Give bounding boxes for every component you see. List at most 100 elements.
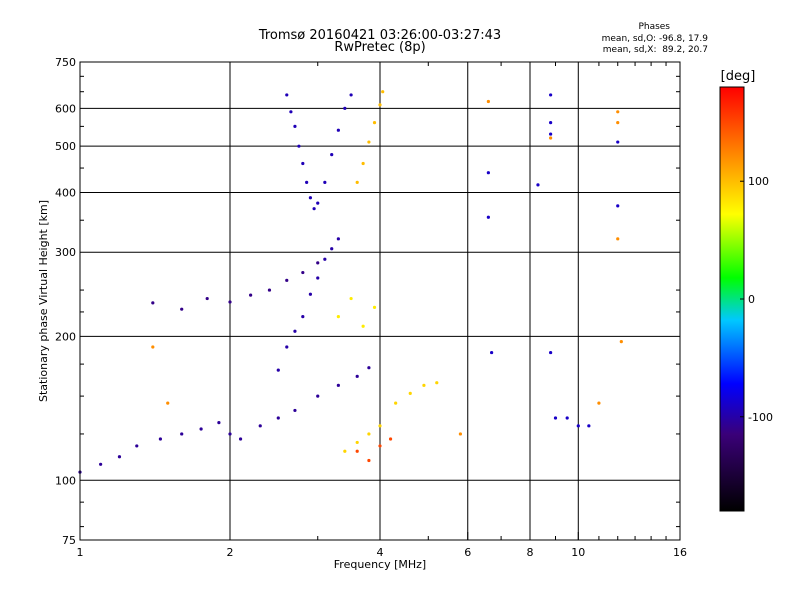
colorbar-tick-label: -100: [748, 411, 773, 424]
colorbar-tick-label: 100: [748, 175, 769, 188]
data-point: [367, 432, 371, 436]
data-point: [199, 427, 203, 431]
colorbar-tick-label: 0: [748, 293, 755, 306]
data-point: [312, 207, 316, 211]
data-point: [355, 440, 359, 445]
data-point: [289, 110, 293, 114]
data-point: [587, 424, 591, 428]
data-point: [490, 350, 494, 355]
data-point: [305, 180, 309, 184]
x-tick-label: 8: [527, 546, 534, 559]
data-point: [301, 270, 305, 275]
data-point: [549, 132, 553, 136]
data-point: [394, 401, 398, 405]
data-point: [135, 444, 139, 448]
data-point: [355, 180, 359, 184]
x-tick-label: 2: [227, 546, 234, 559]
data-point: [536, 183, 540, 187]
data-point: [367, 458, 371, 463]
phase-heading: Phases: [638, 22, 670, 32]
data-point: [238, 437, 243, 441]
data-point: [297, 144, 301, 148]
data-point: [367, 140, 371, 144]
data-point: [549, 136, 553, 140]
data-point: [228, 300, 232, 304]
data-point: [486, 99, 490, 104]
data-point: [330, 247, 334, 251]
y-tick-label: 500: [55, 140, 76, 153]
data-point: [336, 128, 340, 132]
data-point: [349, 93, 353, 97]
data-point: [308, 292, 313, 296]
data-point: [616, 204, 620, 208]
y-tick-label: 600: [55, 102, 76, 115]
data-point: [486, 215, 490, 219]
data-point: [276, 416, 280, 420]
data-point: [180, 432, 184, 436]
x-axis-label: Frequency [MHz]: [334, 558, 426, 571]
data-point: [205, 296, 209, 301]
data-point: [565, 416, 569, 420]
chart-subtitle: RwPretec (8p): [334, 40, 426, 55]
x-tick-label: 1: [77, 546, 84, 559]
data-point: [549, 350, 553, 355]
colorbar-label: [deg]: [720, 69, 756, 84]
data-point: [343, 449, 347, 453]
data-point: [258, 424, 262, 428]
data-point: [361, 324, 365, 328]
data-point: [276, 368, 280, 372]
data-point: [249, 293, 253, 297]
y-axis-label: Stationary phase Virtual Height [km]: [37, 200, 50, 402]
phase-x-stats: mean, sd,X: 89.2, 20.7: [602, 45, 708, 55]
data-point: [336, 315, 340, 319]
y-tick-label: 400: [55, 186, 76, 199]
data-point: [343, 106, 347, 110]
phase-o-stats: mean, sd,O: -96.8, 17.9: [601, 34, 708, 44]
data-point: [616, 110, 620, 114]
y-tick-label: 300: [55, 246, 76, 259]
data-point: [308, 196, 313, 200]
data-point: [616, 140, 620, 144]
data-point: [323, 180, 327, 184]
data-point: [323, 257, 327, 261]
data-point: [458, 432, 463, 436]
data-point: [355, 449, 359, 453]
data-point: [378, 444, 382, 448]
data-point: [549, 121, 553, 125]
data-point: [301, 315, 305, 319]
chart-title: Tromsø 20160421 03:26:00-03:27:43: [258, 28, 502, 43]
x-tick-label: 10: [571, 546, 585, 559]
data-point: [355, 374, 359, 378]
data-point: [372, 121, 377, 125]
data-point: [180, 307, 184, 311]
data-point: [293, 408, 297, 413]
data-point: [228, 432, 232, 436]
data-point: [408, 391, 412, 395]
y-tick-label: 200: [55, 330, 76, 343]
data-point: [361, 161, 365, 166]
y-tick-label: 75: [62, 534, 76, 547]
data-point: [151, 345, 155, 349]
data-point: [316, 201, 320, 205]
data-point: [381, 90, 385, 94]
data-point: [435, 381, 439, 385]
x-tick-label: 4: [377, 546, 384, 559]
data-point: [597, 401, 601, 405]
data-point: [576, 424, 580, 428]
data-point: [285, 278, 289, 282]
data-point: [316, 276, 320, 280]
data-point: [293, 124, 297, 128]
data-point: [336, 237, 340, 241]
data-point: [293, 329, 297, 333]
data-point: [553, 416, 558, 420]
data-point: [372, 305, 377, 309]
data-point: [422, 383, 426, 387]
data-point: [378, 424, 382, 428]
data-point: [616, 121, 620, 125]
data-point: [285, 345, 289, 349]
data-point: [151, 301, 155, 305]
data-point: [349, 296, 353, 301]
data-point: [619, 340, 623, 344]
x-tick-label: 6: [464, 546, 471, 559]
